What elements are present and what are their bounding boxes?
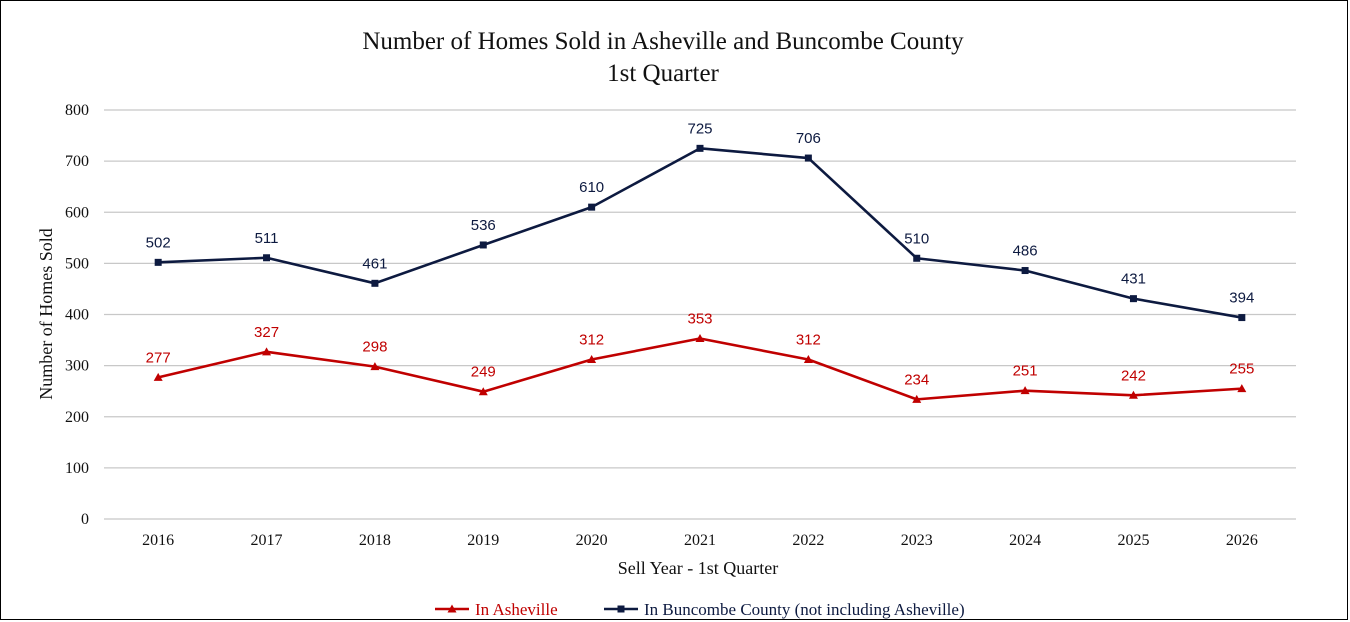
- x-tick-label: 2023: [901, 532, 933, 549]
- data-point-marker: [479, 241, 487, 249]
- data-label: 255: [1229, 361, 1254, 378]
- data-label: 610: [579, 179, 604, 196]
- data-point-marker: [153, 372, 163, 381]
- x-tick-label: 2026: [1226, 532, 1258, 549]
- y-axis-title: Number of Homes Sold: [36, 228, 56, 399]
- data-point-marker: [262, 347, 272, 356]
- data-label: 511: [255, 230, 279, 247]
- y-tick-label: 100: [65, 460, 89, 477]
- series-lines: [153, 144, 1247, 403]
- legend-label: In Asheville: [475, 600, 558, 619]
- y-tick-label: 800: [65, 102, 89, 119]
- data-point-marker: [913, 254, 921, 262]
- data-point-marker: [154, 258, 162, 266]
- data-point-marker: [478, 387, 488, 396]
- y-tick-label: 300: [65, 358, 89, 375]
- data-label: 486: [1013, 243, 1038, 260]
- data-label: 242: [1121, 367, 1146, 384]
- chart-title: Number of Homes Sold in Asheville and Bu…: [362, 28, 964, 55]
- data-point-marker: [695, 334, 705, 343]
- x-tick-label: 2022: [792, 532, 824, 549]
- data-point-marker: [1238, 314, 1246, 322]
- legend-marker: [617, 605, 625, 613]
- x-axis-title: Sell Year - 1st Quarter: [618, 558, 778, 578]
- data-label: 502: [146, 234, 171, 251]
- data-label: 312: [796, 331, 821, 348]
- series-line: [157, 337, 1242, 401]
- legend-label: In Buncombe County (not including Ashevi…: [644, 600, 965, 619]
- series-line: [158, 147, 1243, 319]
- data-point-marker: [1128, 390, 1138, 399]
- data-label: 536: [471, 217, 496, 234]
- legend-marker: [447, 604, 457, 613]
- data-point-marker: [1020, 386, 1030, 395]
- y-tick-label: 600: [65, 204, 89, 221]
- chart-subtitle: 1st Quarter: [607, 60, 719, 87]
- data-point-marker: [912, 394, 922, 403]
- data-label: 431: [1121, 271, 1146, 288]
- data-point-marker: [587, 354, 597, 363]
- data-label: 234: [904, 371, 929, 388]
- data-label: 353: [687, 311, 712, 328]
- data-label: 725: [687, 120, 712, 137]
- data-point-marker: [803, 354, 813, 363]
- data-point-marker: [588, 203, 596, 211]
- data-label: 312: [579, 331, 604, 348]
- data-label: 249: [471, 364, 496, 381]
- data-label: 510: [904, 230, 929, 247]
- data-labels: 277 327 298 249 312 353 312 234 251 242 255 502 511 4…: [146, 120, 1255, 388]
- gridlines: [104, 109, 1296, 520]
- data-point-marker: [696, 144, 704, 152]
- data-point-marker: [1237, 384, 1247, 393]
- legend: In Asheville In Buncombe County (not incl…: [435, 600, 965, 619]
- x-axis-ticks: 2016 2017 2018 2019 2020 2021 2022 2023 2024 2025…: [142, 532, 1258, 549]
- data-point-marker: [371, 279, 379, 287]
- x-tick-label: 2020: [576, 532, 608, 549]
- y-tick-label: 700: [65, 153, 89, 170]
- y-tick-label: 500: [65, 255, 89, 272]
- x-tick-label: 2016: [142, 532, 174, 549]
- y-tick-label: 200: [65, 409, 89, 426]
- data-point-marker: [804, 154, 812, 162]
- data-label: 251: [1013, 363, 1038, 380]
- y-axis-ticks: 0 100 200 300 400 500 600 700 800: [65, 102, 89, 528]
- data-point-marker: [370, 362, 380, 371]
- x-tick-label: 2021: [684, 532, 716, 549]
- data-label: 298: [362, 339, 387, 356]
- data-label: 327: [254, 324, 279, 341]
- x-tick-label: 2018: [359, 532, 391, 549]
- x-tick-label: 2024: [1009, 532, 1041, 549]
- data-point-marker: [1021, 267, 1029, 275]
- data-point-marker: [263, 254, 271, 262]
- y-tick-label: 400: [65, 307, 89, 324]
- data-label: 461: [362, 255, 387, 272]
- data-point-marker: [1129, 295, 1137, 303]
- x-tick-label: 2019: [467, 532, 499, 549]
- data-label: 706: [796, 130, 821, 147]
- y-tick-label: 0: [81, 511, 89, 528]
- data-label: 277: [146, 349, 171, 366]
- x-tick-label: 2025: [1117, 532, 1149, 549]
- data-label: 394: [1229, 290, 1254, 307]
- x-tick-label: 2017: [251, 532, 283, 549]
